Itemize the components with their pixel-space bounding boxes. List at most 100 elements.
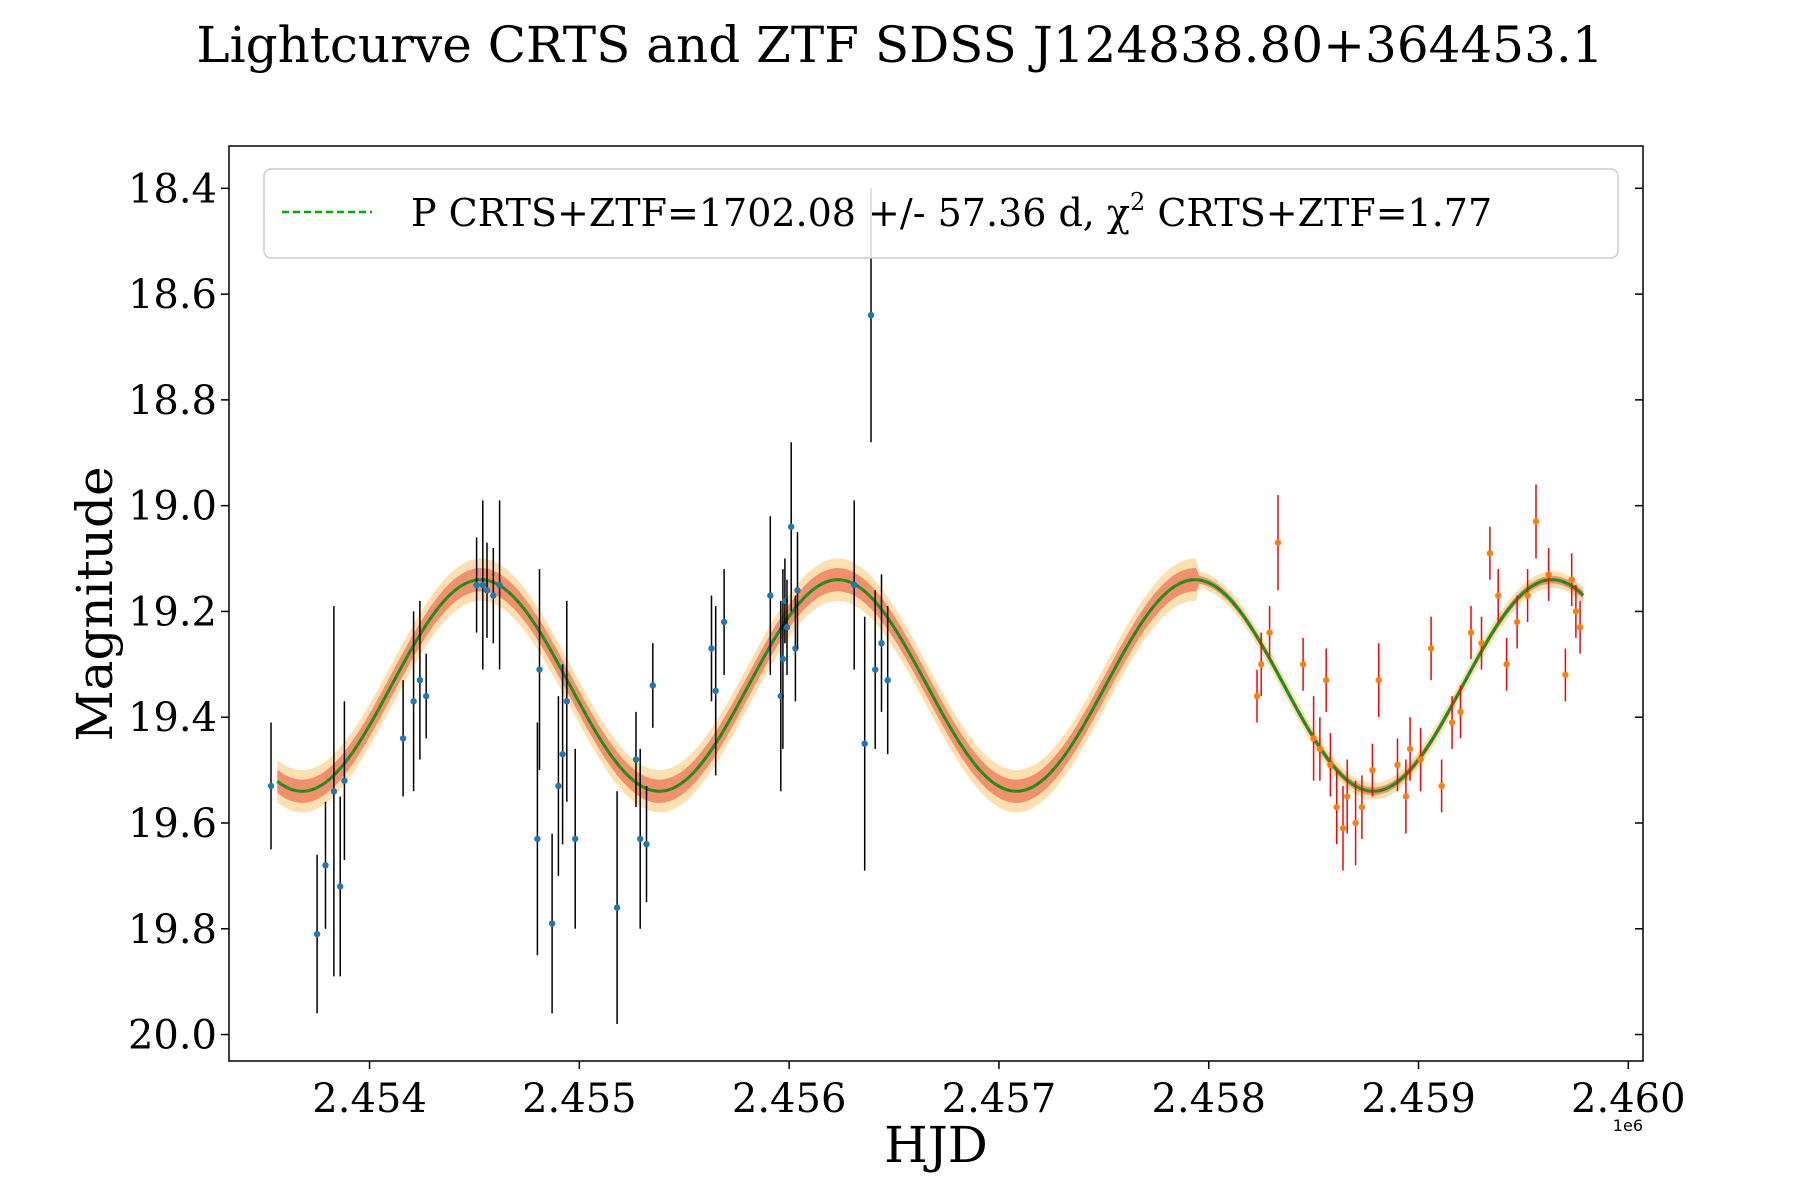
ztf-point-32 [1545, 571, 1552, 578]
legend-box [263, 168, 1619, 259]
crts-point-20 [563, 698, 570, 705]
ztf-point-19 [1417, 756, 1424, 763]
crts-point-24 [637, 835, 644, 843]
crts-point-19 [559, 751, 566, 758]
ztf-point-35 [1572, 608, 1580, 615]
crts-point-43 [884, 677, 891, 684]
ztf-point-17 [1402, 793, 1410, 800]
crts-point-40 [867, 312, 875, 319]
x-tick-label-5: 2.459 [1361, 1076, 1476, 1122]
crts-point-12 [483, 587, 491, 594]
ztf-point-11 [1344, 793, 1351, 800]
x-tick-label-0: 2.454 [312, 1076, 427, 1122]
crts-point-2 [322, 862, 329, 869]
x-axis-label: HJD [884, 1116, 988, 1174]
ztf-point-36 [1576, 624, 1584, 631]
ztf-point-15 [1375, 677, 1382, 684]
legend-label-main: P CRTS+ZTF=1702.08 +/- 57.36 d, χ [411, 191, 1130, 235]
chart-title: Lightcurve CRTS and ZTF SDSS J124838.80+… [196, 16, 1603, 74]
crts-point-41 [872, 666, 879, 673]
crts-point-29 [720, 618, 728, 626]
ztf-point-6 [1316, 745, 1324, 753]
crts-point-38 [851, 581, 858, 589]
x-axis-ticks: 2.454 2.455 2.456 2.457 2.458 2.459 2.460 [312, 1061, 1686, 1122]
ztf-point-18 [1406, 745, 1414, 753]
crts-point-23 [632, 756, 640, 763]
crts-point-1 [313, 930, 321, 938]
ztf-point-29 [1513, 618, 1521, 626]
y-axis-label: Magnitude [66, 466, 124, 741]
ztf-point-34 [1568, 576, 1575, 583]
crts-point-7 [410, 698, 417, 705]
ztf-point-4 [1299, 661, 1307, 668]
y-tick-label-7: 19.8 [128, 907, 217, 953]
crts-point-18 [555, 782, 562, 790]
crts-point-37 [794, 587, 801, 594]
crts-point-14 [496, 581, 503, 589]
plot-frame [228, 145, 1644, 1062]
crts-point-8 [416, 677, 424, 684]
crts-point-3 [330, 788, 338, 795]
crts-point-34 [783, 624, 791, 631]
ztf-point-0 [1253, 692, 1261, 700]
crts-point-39 [861, 740, 868, 747]
y-tick-label-2: 18.8 [128, 378, 217, 424]
y-tick-label-1: 18.6 [128, 272, 217, 318]
crts-series [267, 188, 891, 1024]
legend-label-tail: CRTS+ZTF=1.77 [1145, 191, 1492, 235]
y-tick-label-8: 20.0 [128, 1013, 217, 1059]
y-tick-label-3: 19.0 [128, 484, 217, 530]
ztf-point-26 [1486, 550, 1494, 557]
legend-label: P CRTS+ZTF=1702.08 +/- 57.36 d, χ2 CRTS+… [411, 188, 1492, 235]
ztf-series [1253, 484, 1584, 871]
y-tick-label-5: 19.4 [128, 695, 217, 741]
y-tick-label-0: 18.4 [128, 166, 217, 212]
crts-point-4 [337, 883, 344, 890]
model-band-inner [277, 568, 1584, 803]
ztf-point-20 [1427, 645, 1435, 652]
ztf-point-16 [1394, 761, 1401, 768]
plot-area [228, 145, 1644, 1062]
model-confidence-bands [277, 558, 1584, 813]
x-tick-label-6: 2.460 [1571, 1076, 1686, 1122]
crts-point-16 [536, 666, 543, 673]
ztf-point-5 [1310, 735, 1317, 742]
crts-point-5 [341, 777, 348, 784]
crts-point-22 [613, 904, 621, 911]
ztf-point-25 [1478, 640, 1485, 647]
ztf-point-2 [1266, 629, 1273, 636]
crts-point-17 [548, 920, 556, 927]
ztf-point-24 [1467, 629, 1475, 636]
crts-point-21 [572, 835, 579, 843]
ztf-point-21 [1438, 782, 1445, 790]
ztf-point-14 [1369, 766, 1376, 774]
crts-point-28 [712, 687, 719, 694]
ztf-point-31 [1532, 518, 1540, 525]
y-tick-label-6: 19.6 [128, 801, 217, 847]
crts-point-9 [423, 692, 430, 700]
ztf-point-22 [1448, 719, 1456, 726]
ztf-point-3 [1274, 539, 1282, 546]
ztf-point-23 [1457, 708, 1464, 716]
x-offset-label: 1e6 [1613, 1116, 1643, 1135]
crts-point-0 [267, 782, 275, 790]
x-tick-label-4: 2.458 [1151, 1076, 1266, 1122]
crts-point-32 [779, 655, 787, 663]
crts-point-26 [649, 682, 656, 689]
ztf-point-8 [1327, 761, 1334, 768]
legend: P CRTS+ZTF=1702.08 +/- 57.36 d, χ2 CRTS+… [263, 168, 1619, 259]
crts-point-30 [767, 592, 774, 599]
ztf-point-9 [1333, 803, 1340, 811]
crts-point-6 [399, 735, 407, 742]
ztf-point-12 [1352, 819, 1359, 827]
crts-point-25 [643, 841, 650, 848]
x-tick-label-2: 2.456 [732, 1076, 847, 1122]
crts-point-13 [490, 592, 497, 599]
ztf-point-7 [1323, 677, 1330, 684]
ztf-point-33 [1562, 671, 1569, 679]
legend-label-superscript: 2 [1130, 188, 1145, 216]
x-tick-label-3: 2.457 [942, 1076, 1057, 1122]
ztf-point-13 [1358, 803, 1366, 811]
ztf-point-28 [1503, 661, 1510, 668]
